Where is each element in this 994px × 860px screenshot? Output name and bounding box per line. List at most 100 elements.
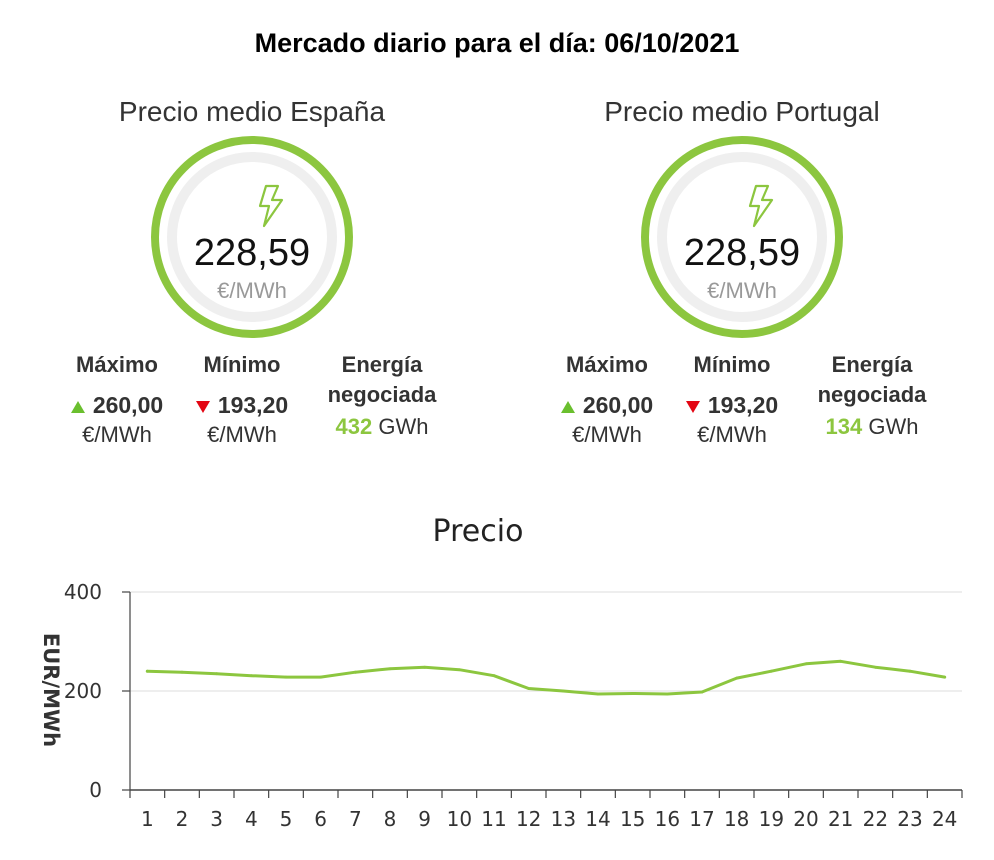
- price-data-point: [700, 690, 704, 694]
- spain-min-unit: €/MWh: [207, 422, 277, 447]
- portugal-max-value: 260,00: [582, 392, 654, 418]
- price-data-point: [457, 668, 461, 672]
- spain-min-value: 193,20: [217, 392, 289, 418]
- price-data-point: [908, 669, 912, 673]
- price-data-point: [215, 672, 219, 676]
- spain-energy-label-2: negociada: [327, 382, 437, 407]
- portugal-max-label: Máximo: [566, 352, 648, 377]
- x-tick-label: 14: [585, 807, 610, 831]
- x-tick-label: 7: [349, 807, 362, 831]
- y-tick-label: 400: [64, 580, 102, 604]
- x-tick-label: 18: [724, 807, 749, 831]
- x-tick-label: 16: [655, 807, 680, 831]
- price-data-point: [873, 665, 877, 669]
- x-tick-label: 3: [210, 807, 223, 831]
- x-tick-label: 2: [176, 807, 189, 831]
- y-axis-label: EUR/MWh: [39, 633, 63, 747]
- x-tick-label: 6: [314, 807, 327, 831]
- portugal-min-label: Mínimo: [693, 352, 771, 377]
- price-data-point: [943, 675, 947, 679]
- down-triangle-icon: [195, 400, 210, 413]
- price-series-line: [145, 659, 947, 696]
- x-tick-label: 5: [280, 807, 293, 831]
- spain-price-gauge: 228,59 €/MWh: [151, 136, 353, 338]
- portugal-min-unit: €/MWh: [697, 422, 767, 447]
- portugal-heading: Precio medio Portugal: [604, 96, 880, 127]
- x-tick-label: 4: [245, 807, 258, 831]
- portugal-stats: Máximo 260,00 €/MWh Mínimo 193,20 €/MWh …: [560, 350, 942, 450]
- portugal-average-unit: €/MWh: [707, 278, 777, 303]
- portugal-energy-unit: GWh: [868, 414, 919, 439]
- price-data-point: [735, 676, 739, 680]
- price-data-point: [665, 692, 669, 696]
- spain-energy-stat: Energía negociada 432 GWh: [312, 350, 452, 442]
- up-triangle-icon: [70, 400, 85, 413]
- portugal-energy-label-2: negociada: [817, 382, 927, 407]
- portugal-min-stat: Mínimo 193,20 €/MWh: [672, 350, 792, 448]
- x-tick-label: 13: [551, 807, 576, 831]
- price-data-point: [423, 665, 427, 669]
- portugal-energy-label-1: Energía: [831, 352, 913, 377]
- chart-title: Precio: [432, 514, 524, 549]
- x-tick-label: 10: [447, 807, 472, 831]
- x-tick-label: 15: [620, 807, 645, 831]
- x-tick-label: 17: [689, 807, 714, 831]
- x-tick-label: 21: [828, 807, 853, 831]
- spain-max-unit: €/MWh: [82, 422, 152, 447]
- portugal-max-unit: €/MWh: [572, 422, 642, 447]
- price-data-point: [388, 667, 392, 671]
- spain-stats: Máximo 260,00 €/MWh Mínimo 193,20 €/MWh …: [70, 350, 452, 450]
- lightning-bolt-icon: [258, 184, 284, 228]
- price-data-point: [527, 687, 531, 690]
- spain-max-label: Máximo: [76, 352, 158, 377]
- portugal-max-stat: Máximo 260,00 €/MWh: [542, 350, 672, 448]
- price-data-point: [839, 659, 843, 663]
- price-data-point: [769, 669, 773, 673]
- price-data-point: [492, 674, 496, 678]
- y-tick-label: 200: [64, 679, 102, 703]
- lightning-bolt-icon: [748, 184, 774, 228]
- spain-panel: Precio medio España 228,59 €/MWh Máximo …: [70, 92, 436, 447]
- price-data-point: [353, 670, 357, 674]
- y-tick-label: 0: [89, 778, 102, 802]
- x-tick-label: 12: [516, 807, 541, 831]
- x-tick-label: 23: [897, 807, 922, 831]
- price-data-point: [180, 670, 184, 674]
- price-data-point: [561, 689, 565, 693]
- portugal-min-value: 193,20: [707, 392, 779, 418]
- price-data-point: [249, 674, 253, 678]
- price-data-point: [631, 692, 635, 695]
- spain-max-stat: Máximo 260,00 €/MWh: [52, 350, 182, 448]
- price-data-point: [804, 662, 808, 666]
- x-tick-label: 1: [141, 807, 154, 831]
- x-tick-label: 11: [481, 807, 506, 831]
- price-data-point: [284, 675, 288, 679]
- spain-average-price: 228,59: [193, 232, 311, 274]
- up-triangle-icon: [560, 400, 575, 413]
- x-tick-label: 9: [418, 807, 431, 831]
- x-tick-label: 22: [863, 807, 888, 831]
- page-title: Mercado diario para el día: 06/10/2021: [254, 28, 740, 58]
- spain-energy-value: 432: [335, 414, 373, 439]
- x-tick-label: 20: [793, 807, 818, 831]
- spain-min-label: Mínimo: [203, 352, 281, 377]
- portugal-average-price: 228,59: [683, 232, 801, 274]
- portugal-panel: Precio medio Portugal 228,59 €/MWh Máxim…: [560, 92, 926, 447]
- spain-average-unit: €/MWh: [217, 278, 287, 303]
- spain-energy-label-1: Energía: [341, 352, 423, 377]
- price-data-point: [145, 669, 149, 673]
- price-data-point: [596, 692, 600, 696]
- spain-energy-unit: GWh: [378, 414, 429, 439]
- portugal-energy-value: 134: [825, 414, 863, 439]
- price-data-point: [319, 675, 323, 679]
- x-tick-label: 8: [384, 807, 397, 831]
- portugal-energy-stat: Energía negociada 134 GWh: [802, 350, 942, 442]
- portugal-price-gauge: 228,59 €/MWh: [641, 136, 843, 338]
- spain-min-stat: Mínimo 193,20 €/MWh: [182, 350, 302, 448]
- x-tick-label: 19: [759, 807, 784, 831]
- x-tick-label: 24: [932, 807, 957, 831]
- spain-heading: Precio medio España: [118, 96, 386, 127]
- down-triangle-icon: [685, 400, 700, 413]
- spain-max-value: 260,00: [92, 392, 164, 418]
